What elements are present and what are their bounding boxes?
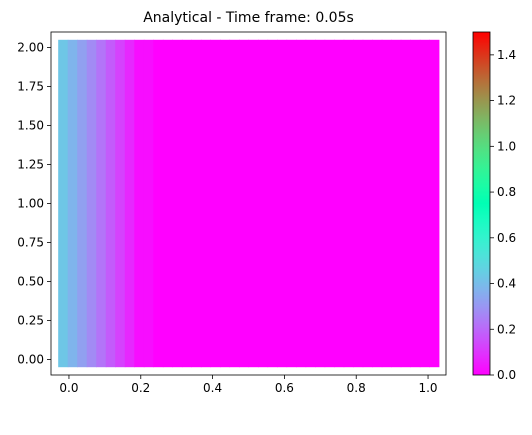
heatmap-band xyxy=(219,39,231,368)
y-tick-label: 0.75 xyxy=(17,235,44,249)
x-tick-label: 0.6 xyxy=(275,381,294,395)
heatmap-band xyxy=(305,39,316,368)
y-tick-label: 1.25 xyxy=(17,158,44,172)
heatmap-band xyxy=(115,39,126,368)
x-tick-label: 1.0 xyxy=(418,381,437,395)
heatmap-band xyxy=(372,39,383,368)
y-tick-label: 2.00 xyxy=(17,41,44,55)
colorbar-tick-label: 0.8 xyxy=(497,185,516,199)
heatmap-band xyxy=(134,39,145,368)
heatmap-band xyxy=(191,39,202,368)
heatmap-band xyxy=(258,39,269,368)
heatmap-band xyxy=(286,39,297,368)
colorbar-tick-label: 0.6 xyxy=(497,231,516,245)
colorbar-tick-label: 1.2 xyxy=(497,94,516,108)
chart-title: Analytical - Time frame: 0.05s xyxy=(143,10,354,26)
y-tick-label: 0.25 xyxy=(17,313,44,327)
heatmap-band xyxy=(58,39,69,368)
heatmap-band xyxy=(267,39,278,368)
heatmap-band xyxy=(410,39,421,368)
colorbar: 0.0 0.2 0.4 0.6 0.8 1.0 1.2 1.4 xyxy=(472,31,516,382)
heatmap-band xyxy=(324,39,335,368)
colorbar-tick-label: 1.0 xyxy=(497,139,516,153)
heatmap-band xyxy=(381,39,392,368)
heatmap-band xyxy=(353,39,364,368)
heatmap-band xyxy=(238,39,250,368)
axes: 0.0 0.2 0.4 0.6 0.8 1.0 0.00 0.25 0.50 0.75 1.00 1.… xyxy=(17,31,447,395)
heatmap-band xyxy=(429,39,440,368)
heatmap-band xyxy=(124,39,135,368)
colorbar-tick-label: 0.4 xyxy=(497,277,516,291)
y-tick-label: 0.00 xyxy=(17,352,44,366)
x-tick-label: 0.8 xyxy=(347,381,366,395)
heatmap-band xyxy=(86,39,97,368)
heatmap-band xyxy=(315,39,326,368)
heatmap-band xyxy=(200,39,212,368)
y-tick-label: 0.50 xyxy=(17,274,44,288)
heatmap-band xyxy=(248,39,259,368)
heatmap-band xyxy=(77,39,88,368)
heatmap-band xyxy=(153,39,164,368)
heatmap-band xyxy=(172,39,183,368)
x-tick-label: 0.0 xyxy=(59,381,78,395)
heatmap-band xyxy=(419,39,430,368)
colorbar-bar xyxy=(472,31,491,376)
heatmap-band xyxy=(343,39,354,368)
heatmap-band xyxy=(105,39,116,368)
colorbar-tick-label: 1.4 xyxy=(497,48,516,62)
heatmap-band xyxy=(96,39,107,368)
y-tick-label: 1.75 xyxy=(17,80,44,94)
heatmap-band xyxy=(181,39,193,368)
heatmap-band xyxy=(162,39,173,368)
y-tick-label: 1.00 xyxy=(17,197,44,211)
y-tick-label: 1.50 xyxy=(17,119,44,133)
colorbar-tick-label: 0.2 xyxy=(497,322,516,336)
heatmap-band xyxy=(229,39,240,368)
heatmap-band xyxy=(362,39,373,368)
heatmap-band xyxy=(391,39,402,368)
heatmap-band xyxy=(277,39,288,368)
heatmap-band xyxy=(400,39,411,368)
x-tick-label: 0.2 xyxy=(131,381,150,395)
heatmap-band xyxy=(334,39,345,368)
colorbar-tick-label: 0.0 xyxy=(497,368,516,382)
x-tick-label: 0.4 xyxy=(203,381,222,395)
heatmap-band xyxy=(296,39,307,368)
heatmap-band xyxy=(67,39,78,368)
heatmap-band xyxy=(143,39,154,368)
heatmap-band xyxy=(210,39,221,368)
plot-area xyxy=(58,39,440,368)
